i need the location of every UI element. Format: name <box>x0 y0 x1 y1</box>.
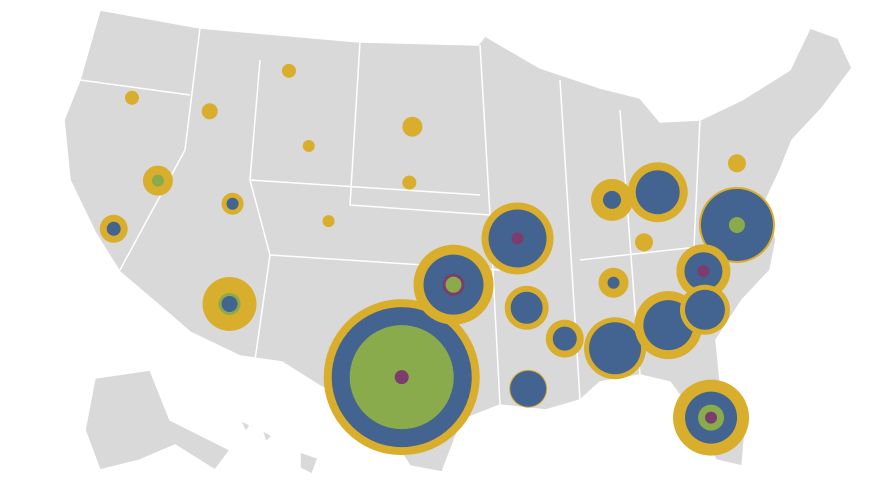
bubble <box>727 154 746 173</box>
bubble <box>302 139 315 152</box>
bubble <box>394 370 409 385</box>
bubble <box>589 322 642 375</box>
bubble <box>201 103 218 120</box>
contiguous-us <box>63 9 853 473</box>
bubble <box>281 63 296 78</box>
bubble <box>552 326 577 351</box>
base-map <box>63 9 853 476</box>
bubble <box>402 116 423 137</box>
bubble <box>510 370 547 407</box>
bubble <box>635 170 680 215</box>
bubble <box>226 197 239 210</box>
bubble <box>510 291 543 324</box>
bubble <box>445 276 462 293</box>
bubble <box>697 265 710 278</box>
bubble <box>607 276 620 289</box>
state-lines <box>79 27 761 406</box>
bubble <box>322 215 335 228</box>
bubble <box>728 216 745 233</box>
alaska <box>84 369 232 472</box>
bubble <box>221 295 238 312</box>
bubbles <box>99 63 775 456</box>
bubble <box>635 233 653 252</box>
bubble <box>705 411 718 424</box>
bubble <box>603 190 621 209</box>
hawaii <box>238 418 319 476</box>
bubble <box>402 175 417 190</box>
bubble <box>684 289 725 330</box>
bubble <box>151 174 164 187</box>
bubble <box>125 90 139 105</box>
bubble <box>511 232 524 245</box>
bubble <box>106 221 121 236</box>
